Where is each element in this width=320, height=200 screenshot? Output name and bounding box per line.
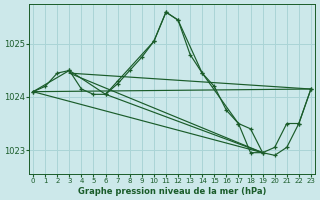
X-axis label: Graphe pression niveau de la mer (hPa): Graphe pression niveau de la mer (hPa) bbox=[78, 187, 266, 196]
